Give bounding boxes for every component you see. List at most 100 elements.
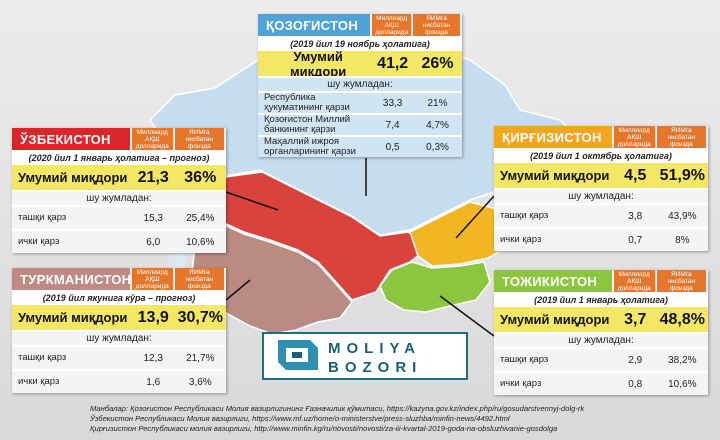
total-value: 21,3	[137, 168, 169, 186]
column-header: Миллиард АҚШ долларида	[131, 268, 173, 290]
total-row: Умумий миқдори 13,9 30,7%	[12, 305, 226, 330]
date-note: (2019 йил 1 октябрь ҳолатига)	[494, 148, 708, 163]
row-percent: 38,2%	[668, 354, 697, 366]
connector	[439, 295, 495, 337]
date-note: (2020 йил 1 январь ҳолатига – прогноз)	[12, 150, 226, 165]
total-label: Умумий миқдори	[289, 51, 347, 76]
total-value: 41,2	[377, 54, 409, 72]
row-percent: 3,6%	[188, 376, 212, 388]
sub-label: шу жумладан:	[258, 76, 462, 91]
column-header: ЯИМга нисбатан фоизда	[656, 126, 706, 148]
source-line: Қирғизистон Республикаси молия вазирлиги…	[90, 424, 558, 433]
row-value: 7,4	[385, 119, 400, 131]
row-value: 2,9	[628, 354, 643, 366]
date-note: (2019 йил 1 январь ҳолатига)	[494, 292, 708, 307]
row-label: Қозоғистон Миллий банкининг қарзи	[264, 115, 351, 135]
total-row: Умумий миқдори 41,2 26%	[258, 51, 462, 76]
row-label: ташқи қарз	[18, 352, 67, 363]
total-row: Умумий миқдори 21,3 36%	[12, 165, 226, 190]
row-value: 15,3	[143, 212, 163, 224]
panel-header: ТОЖИКИСТОН Миллиард АҚШ долларида ЯИМга ни…	[494, 270, 708, 292]
total-label: Умумий миқдори	[500, 312, 610, 327]
total-percent: 48,8%	[659, 310, 705, 328]
country-panel: ҚИРҒИЗИСТОН Миллиард АҚШ долларида ЯИМга н…	[494, 126, 708, 251]
debt-row: Маҳаллий ижроя органларининг қарзи 0,5 0,3…	[258, 135, 462, 157]
debt-row: Қозоғистон Миллий банкининг қарзи 7,4 4,7%	[258, 113, 462, 135]
logo: MOLIYA BOZORI	[262, 332, 468, 380]
row-percent: 21%	[427, 97, 448, 109]
connector	[455, 195, 495, 239]
row-label: ички қарз	[500, 234, 542, 245]
panel-header: ҚИРҒИЗИСТОН Миллиард АҚШ долларида ЯИМга н…	[494, 126, 708, 148]
country-name: ЎЗБЕКИСТОН	[12, 128, 130, 150]
date-note: (2019 йил 19 ноябрь ҳолатига)	[258, 36, 462, 51]
row-percent: 10,6%	[186, 236, 215, 248]
country-panel: ЎЗБЕКИСТОН Миллиард АҚШ долларида ЯИМга ни…	[12, 128, 226, 253]
column-header: Миллиард АҚШ долларида	[372, 14, 412, 36]
country-panel: ҚОЗОҒИСТОН Миллиард АҚШ долларида ЯИМга ни…	[258, 14, 462, 157]
sub-label: шу жумладан:	[494, 332, 708, 347]
row-value: 0,7	[628, 234, 643, 246]
column-header: ЯИМга нисбатан фоизда	[413, 14, 460, 36]
logo-text: MOLIYA	[328, 340, 421, 357]
country-panel: ТОЖИКИСТОН Миллиард АҚШ долларида ЯИМга ни…	[494, 270, 708, 395]
debt-row: ички қарз 6,0 10,6%	[12, 229, 226, 253]
total-label: Умумий миқдори	[18, 310, 128, 325]
row-label: Республика ҳукуматининг қарзи	[264, 93, 350, 113]
total-label: Умумий миқдори	[18, 170, 128, 185]
row-label: ташқи қарз	[500, 210, 549, 221]
row-value: 3,8	[628, 210, 643, 222]
debt-row: Республика ҳукуматининг қарзи 33,3 21%	[258, 91, 462, 113]
column-header: ЯИМга нисбатан фоизда	[174, 128, 224, 150]
total-value: 13,9	[137, 308, 169, 326]
total-percent: 30,7%	[177, 308, 223, 326]
country-name: ТОЖИКИСТОН	[494, 270, 612, 292]
row-percent: 43,9%	[668, 210, 697, 222]
debt-row: ички қарз 1,6 3,6%	[12, 369, 226, 393]
sub-label: шу жумладан:	[12, 190, 226, 205]
row-percent: 0,3%	[426, 141, 449, 153]
row-percent: 21,7%	[186, 352, 215, 364]
debt-row: ички қарз 0,7 8%	[494, 227, 708, 251]
date-note: (2019 йил якунига кўра – прогноз)	[12, 290, 226, 305]
row-value: 6,0	[146, 236, 161, 248]
total-value: 4,5	[624, 166, 647, 184]
row-value: 33,3	[382, 97, 403, 109]
row-percent: 4,7%	[426, 119, 449, 131]
row-percent: 10,6%	[668, 378, 697, 390]
panel-header: ЎЗБЕКИСТОН Миллиард АҚШ долларида ЯИМга ни…	[12, 128, 226, 150]
country-name: ТУРКМАНИСТОН	[12, 268, 130, 290]
row-value: 12,3	[143, 352, 163, 364]
row-value: 0,5	[385, 141, 400, 153]
debt-row: ички қарз 0,8 10,6%	[494, 371, 708, 395]
column-header: Миллиард АҚШ долларида	[131, 128, 173, 150]
column-header: ЯИМга нисбатан фоизда	[656, 270, 706, 292]
source-line: Манбалар: Қозоғистон Республикаси Молия …	[90, 404, 585, 413]
debt-row: ташқи қарз 2,9 38,2%	[494, 347, 708, 371]
country-name: ҚОЗОҒИСТОН	[258, 14, 371, 36]
total-percent: 51,9%	[659, 166, 705, 184]
total-percent: 26%	[421, 54, 454, 72]
column-header: Миллиард АҚШ долларида	[613, 270, 655, 292]
panel-header: ҚОЗОҒИСТОН Миллиард АҚШ долларида ЯИМга ни…	[258, 14, 462, 36]
sub-label: шу жумладан:	[12, 330, 226, 345]
total-row: Умумий миқдори 3,7 48,8%	[494, 307, 708, 332]
debt-row: ташқи қарз 12,3 21,7%	[12, 345, 226, 369]
debt-row: ташқи қарз 15,3 25,4%	[12, 205, 226, 229]
row-label: Маҳаллий ижроя органларининг қарзи	[264, 137, 356, 157]
total-row: Умумий миқдори 4,5 51,9%	[494, 163, 708, 188]
column-header: Миллиард АҚШ долларида	[613, 126, 655, 148]
panel-header: ТУРКМАНИСТОН Миллиард АҚШ долларида ЯИМга …	[12, 268, 226, 290]
connector	[225, 279, 251, 301]
source-line: Ўзбекистон Республикаси Молия вазирлиги,…	[90, 414, 510, 423]
column-header: ЯИМга нисбатан фоизда	[174, 268, 224, 290]
logo-icon	[278, 340, 318, 370]
total-value: 3,7	[624, 310, 647, 328]
row-label: ташқи қарз	[500, 354, 549, 365]
row-label: ташқи қарз	[18, 212, 67, 223]
country-panel: ТУРКМАНИСТОН Миллиард АҚШ долларида ЯИМга …	[12, 268, 226, 393]
sources: Манбалар: Қозоғистон Республикаси Молия …	[90, 404, 690, 434]
total-label: Умумий миқдори	[500, 168, 610, 183]
row-value: 0,8	[628, 378, 643, 390]
